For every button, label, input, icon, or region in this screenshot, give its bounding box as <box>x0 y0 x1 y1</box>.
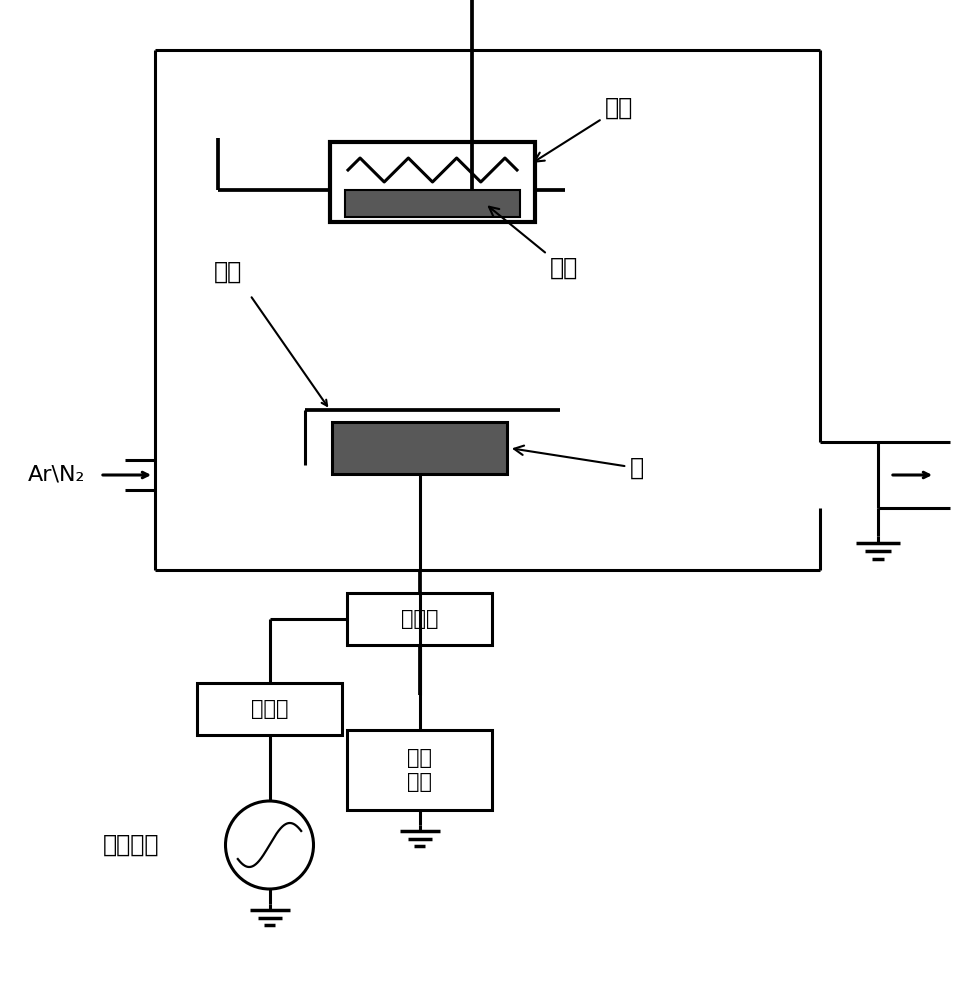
Text: 挡板: 挡板 <box>214 260 242 284</box>
Bar <box>330 142 535 222</box>
Circle shape <box>226 801 314 889</box>
Bar <box>347 730 492 810</box>
Bar <box>347 593 492 645</box>
Text: 直流
电源: 直流 电源 <box>407 748 432 792</box>
Text: Ar\N₂: Ar\N₂ <box>28 465 85 485</box>
Bar <box>345 190 520 217</box>
Text: 射频电源: 射频电源 <box>103 833 160 857</box>
Text: 滤波器: 滤波器 <box>400 609 438 629</box>
Text: 加热: 加热 <box>535 96 633 162</box>
Text: 基片: 基片 <box>489 207 578 280</box>
Text: 靶: 靶 <box>514 446 644 480</box>
Text: 匹配器: 匹配器 <box>251 699 289 719</box>
Bar <box>197 683 342 735</box>
Bar <box>332 422 507 474</box>
